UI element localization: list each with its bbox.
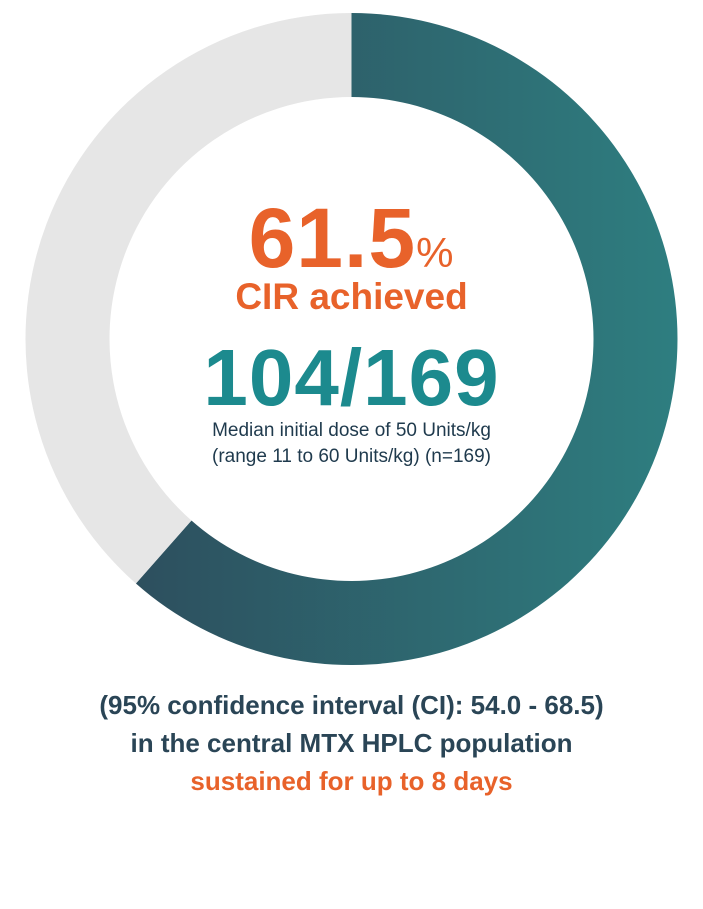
footer-line3: sustained for up to 8 days (190, 766, 513, 796)
footer-line2: in the central MTX HPLC population (130, 728, 573, 758)
footer-line1: (95% confidence interval (CI): 54.0 - 68… (99, 690, 604, 720)
donut-slice-achieved (135, 13, 678, 665)
percent-value: 61.5% (248, 191, 455, 285)
donut-slice-remainder (25, 13, 352, 584)
fraction-count: 104/169 (203, 333, 500, 422)
footer-text: (95% confidence interval (CI): 54.0 - 68… (0, 686, 703, 800)
dose-note: Median initial dose of 50 Units/kg (rang… (0, 418, 703, 470)
headline-cir-achieved: CIR achieved (235, 276, 468, 317)
percent-symbol: % (416, 229, 455, 276)
dose-note-line1: Median initial dose of 50 Units/kg (212, 420, 491, 441)
dose-note-line2: (range 11 to 60 Units/kg) (n=169) (212, 446, 491, 467)
